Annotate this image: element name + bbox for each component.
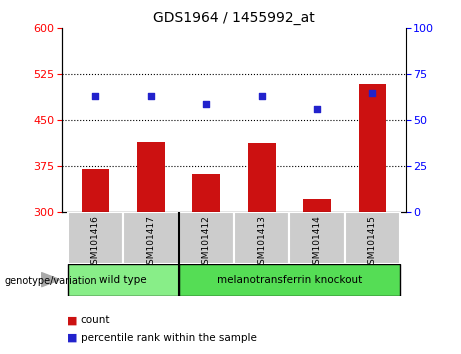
Text: GSM101415: GSM101415 [368,215,377,270]
Bar [248,143,276,212]
Text: percentile rank within the sample: percentile rank within the sample [81,333,257,343]
Bar [290,212,345,264]
Text: GSM101414: GSM101414 [313,215,322,270]
Point [147,93,154,99]
Bar [68,264,178,296]
Bar [178,264,400,296]
Bar [234,212,290,264]
Text: wild type: wild type [100,275,147,285]
Point [92,93,99,99]
Bar [303,199,331,212]
Bar [137,142,165,212]
Point [258,93,266,99]
Text: GSM101412: GSM101412 [202,215,211,270]
Title: GDS1964 / 1455992_at: GDS1964 / 1455992_at [153,11,315,24]
Bar [82,170,109,212]
Bar [192,174,220,212]
Bar [359,84,386,212]
Bar [345,212,400,264]
Text: genotype/variation: genotype/variation [5,276,97,286]
Polygon shape [41,273,60,287]
Bar [123,212,178,264]
Text: melanotransferrin knockout: melanotransferrin knockout [217,275,362,285]
Point [313,107,321,112]
Text: count: count [81,315,110,325]
Bar [68,212,123,264]
Text: ■: ■ [67,315,77,325]
Point [202,101,210,107]
Text: GSM101416: GSM101416 [91,215,100,270]
Text: GSM101413: GSM101413 [257,215,266,270]
Text: GSM101417: GSM101417 [146,215,155,270]
Point [369,90,376,96]
Text: ■: ■ [67,333,77,343]
Bar [178,212,234,264]
